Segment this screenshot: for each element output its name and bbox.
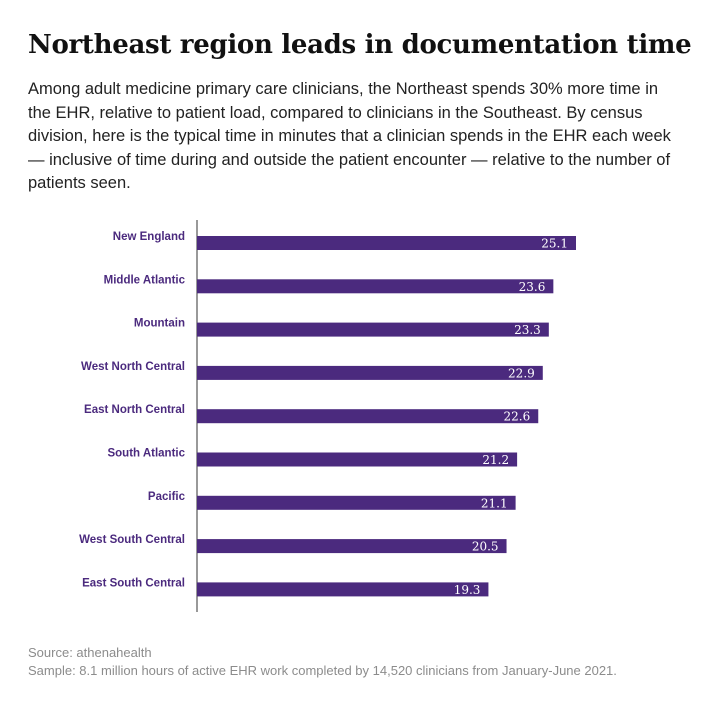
bar-middle-atlantic bbox=[197, 279, 554, 294]
bar-pacific bbox=[197, 495, 516, 510]
source-note: Source: athenahealth bbox=[28, 645, 152, 660]
value-label-east-south-central: 19.3 bbox=[454, 583, 481, 597]
value-label-west-north-central: 22.9 bbox=[508, 366, 535, 380]
bar-east-north-central bbox=[197, 409, 539, 424]
category-label-west-south-central: West South Central bbox=[79, 534, 185, 546]
category-label-south-atlantic: South Atlantic bbox=[107, 448, 185, 460]
value-label-new-england: 25.1 bbox=[541, 237, 568, 251]
category-label-west-north-central: West North Central bbox=[81, 361, 185, 373]
value-label-pacific: 21.1 bbox=[481, 496, 508, 510]
sample-note: Sample: 8.1 million hours of active EHR … bbox=[28, 663, 617, 678]
bar-west-north-central bbox=[197, 365, 543, 380]
value-label-west-south-central: 20.5 bbox=[472, 540, 499, 554]
category-label-east-north-central: East North Central bbox=[84, 404, 185, 416]
bar-east-south-central bbox=[197, 582, 489, 597]
chart-title: Northeast region leads in documentation … bbox=[28, 30, 692, 60]
value-label-south-atlantic: 21.2 bbox=[482, 453, 509, 467]
bar-chart: New England 25.1 Middle Atlantic 23.6 Mounta… bbox=[79, 220, 576, 612]
bar-west-south-central bbox=[197, 539, 507, 554]
bar-south-atlantic bbox=[197, 452, 518, 467]
category-label-pacific: Pacific bbox=[148, 491, 186, 503]
category-label-east-south-central: East South Central bbox=[82, 577, 185, 589]
category-label-mountain: Mountain bbox=[134, 318, 185, 330]
value-label-middle-atlantic: 23.6 bbox=[519, 280, 546, 294]
category-label-middle-atlantic: Middle Atlantic bbox=[104, 274, 186, 286]
bar-new-england bbox=[197, 236, 576, 250]
bar-mountain bbox=[197, 322, 549, 337]
chart-subtitle: Among adult medicine primary care clinic… bbox=[28, 80, 671, 192]
value-label-east-north-central: 22.6 bbox=[504, 410, 531, 424]
value-label-mountain: 23.3 bbox=[514, 323, 541, 337]
category-label-new-england: New England bbox=[113, 231, 185, 243]
